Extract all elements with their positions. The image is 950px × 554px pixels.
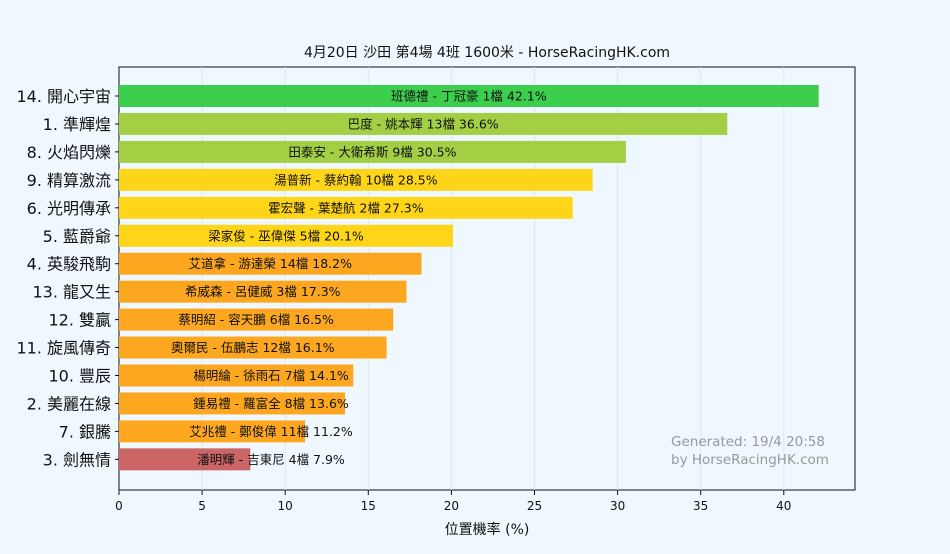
bars-group — [119, 85, 819, 471]
x-tick-label: 10 — [278, 499, 293, 513]
bar-label: 奧爾民 - 伍鵬志 12檔 16.1% — [171, 340, 335, 355]
bar — [119, 112, 728, 135]
y-tick-label: 12. 雙贏 — [48, 311, 111, 330]
bar-label: 田泰安 - 大衛希斯 9檔 30.5% — [288, 144, 456, 159]
bar — [119, 85, 819, 107]
bar — [119, 448, 251, 471]
watermark-line-2: by HorseRacingHK.com — [671, 452, 829, 468]
bar — [119, 168, 593, 191]
x-tick-label: 5 — [198, 499, 206, 513]
bar-label: 湯普新 - 蔡約翰 10檔 28.5% — [274, 172, 438, 187]
bar-label: 梁家俊 - 巫偉傑 5檔 20.1% — [208, 228, 364, 243]
bar-label: 潘明輝 - 吉東尼 4檔 7.9% — [197, 452, 345, 467]
x-tick-label: 35 — [693, 499, 708, 513]
bar-label: 霍宏聲 - 葉楚航 2檔 27.3% — [268, 200, 424, 215]
bar-label: 巴度 - 姚本輝 13檔 36.6% — [348, 116, 499, 131]
bar-label: 班德禮 - 丁冠豪 1檔 42.1% — [391, 89, 547, 104]
y-tick-label: 4. 英駿飛駒 — [27, 255, 111, 274]
x-ticks-group: 0 5 10 15 20 25 30 35 40 — [115, 490, 791, 513]
y-tick-label: 3. 劍無情 — [43, 450, 111, 469]
x-tick-label: 0 — [115, 499, 123, 513]
x-tick-label: 40 — [776, 499, 791, 513]
bar-label: 蔡明紹 - 容天鵬 6檔 16.5% — [178, 312, 334, 327]
x-axis-label: 位置機率 (%) — [445, 521, 530, 538]
bar-label: 艾兆禮 - 鄭俊偉 11檔 11.2% — [189, 424, 353, 439]
bar-label: 楊明綸 - 徐雨石 7檔 14.1% — [193, 368, 349, 383]
grid-lines — [201, 67, 785, 490]
x-tick-label: 15 — [361, 499, 376, 513]
y-tick-label: 8. 火焰閃爍 — [27, 143, 111, 162]
bar-label: 艾道拿 - 游達榮 14檔 18.2% — [188, 256, 352, 271]
y-tick-label: 6. 光明傳承 — [27, 199, 111, 218]
bar-label: 鍾易禮 - 羅富全 8檔 13.6% — [193, 396, 349, 411]
bar — [119, 392, 346, 415]
x-tick-label: 20 — [444, 499, 459, 513]
bar-label: 希威森 - 呂健威 3檔 17.3% — [185, 284, 341, 299]
bar — [119, 140, 626, 163]
bar — [119, 252, 422, 275]
x-tick-label: 25 — [527, 499, 542, 513]
y-tick-label: 14. 開心宇宙 — [16, 87, 111, 106]
y-tick-label: 10. 豐辰 — [48, 367, 111, 386]
y-tick-labels-group: 14. 開心宇宙 1. 準輝煌 8. 火焰閃爍 9. 精算激流 6. 光明傳承 5. 藍爵… — [16, 87, 119, 469]
y-tick-label: 7. 銀騰 — [59, 422, 111, 441]
bar — [119, 224, 454, 247]
bar — [119, 280, 407, 303]
bar-labels-group: 班德禮 - 丁冠豪 1檔 42.1% 巴度 - 姚本輝 13檔 36.6% 田泰安 … — [171, 89, 547, 467]
x-tick-label: 30 — [610, 499, 625, 513]
y-tick-label: 11. 旋風傳奇 — [16, 339, 111, 358]
bar — [119, 196, 573, 219]
y-tick-label: 9. 精算激流 — [27, 171, 111, 190]
chart-title: 4月20日 沙田 第4場 4班 1600米 - HorseRacingHK.co… — [304, 44, 670, 61]
bar — [119, 420, 306, 443]
y-tick-label: 5. 藍爵爺 — [43, 227, 111, 246]
bar — [119, 364, 354, 387]
y-tick-label: 2. 美麗在線 — [27, 394, 111, 413]
y-tick-label: 13. 龍又生 — [32, 283, 111, 302]
bar — [119, 336, 387, 359]
watermark-line-1: Generated: 19/4 20:58 — [671, 434, 825, 450]
bar — [119, 308, 394, 331]
plot-area — [118, 66, 856, 491]
y-tick-label: 1. 準輝煌 — [43, 115, 111, 134]
